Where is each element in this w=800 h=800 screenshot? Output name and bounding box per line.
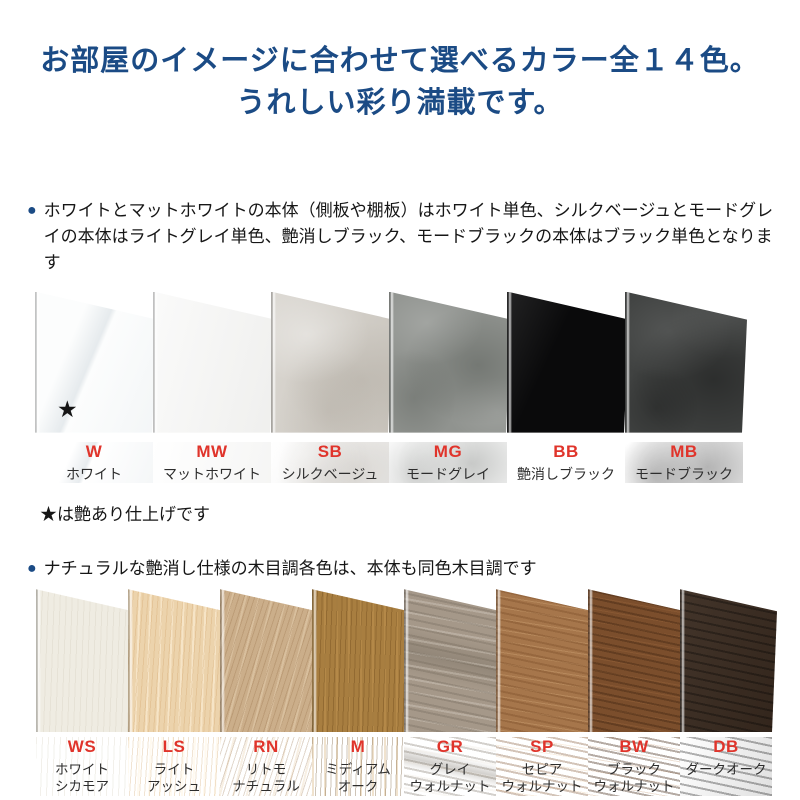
- swatch-name: ブラック ウォルナット: [593, 761, 675, 795]
- page-title-line1: お部屋のイメージに合わせて選べるカラー全１４色。: [40, 45, 760, 77]
- swatch-label-w: W ホワイト: [35, 441, 153, 484]
- swatch-panel-rn: [220, 589, 317, 733]
- swatch-panel-m: [312, 589, 409, 733]
- swatch-panel-bb: [507, 291, 629, 433]
- swatch-label-ls: LS ライト アッシュ: [128, 737, 220, 797]
- swatch-panel-bw: [588, 589, 685, 733]
- bullet-icon: ●: [27, 202, 37, 220]
- swatch-code: RN: [253, 737, 279, 757]
- swatch-row-solid: ★: [35, 291, 800, 433]
- swatch-code: BB: [553, 441, 579, 461]
- swatch-panel-ls: [128, 589, 225, 733]
- gloss-finish-note: ★は艶あり仕上げです: [40, 505, 210, 525]
- swatch-label-rn: RN リトモ ナチュラル: [220, 737, 312, 797]
- swatch-name: 艶消しブラック: [517, 465, 615, 482]
- note-solid-colors-text: ホワイトとマットホワイトの本体（側板や棚板）はホワイト単色、シルクベージュとモー…: [43, 201, 774, 272]
- swatch-name: ミディアム オーク: [325, 761, 391, 795]
- swatch-name: リトモ ナチュラル: [232, 761, 300, 795]
- swatch-label-mb: MB モードブラック: [625, 441, 743, 484]
- swatch-labels-wood: WS ホワイト シカモア LS ライト アッシュ RN リトモ ナチュラル M ミディ…: [36, 737, 800, 797]
- swatch-code: MB: [670, 441, 698, 461]
- swatch-label-mw: MW マットホワイト: [153, 441, 271, 484]
- swatch-panel-gr: [404, 589, 501, 733]
- swatch-panel-db: [680, 589, 777, 733]
- swatch-code: BW: [619, 737, 649, 757]
- swatch-panel-sb: [271, 291, 393, 433]
- note-wood-colors-text: ナチュラルな艶消し仕様の木目調各色は、本体も同色木目調です: [43, 559, 537, 579]
- swatch-panel-w: ★: [35, 291, 157, 433]
- swatch-name: シルクベージュ: [281, 465, 379, 482]
- swatch-name: マットホワイト: [163, 465, 261, 482]
- swatch-name: ホワイト: [66, 465, 122, 482]
- note-wood-colors: ● ナチュラルな艶消し仕様の木目調各色は、本体も同色木目調です: [27, 556, 782, 582]
- swatch-code: DB: [713, 737, 739, 757]
- swatch-code: M: [350, 737, 366, 757]
- swatch-name: モードブラック: [635, 465, 733, 482]
- swatch-code: SB: [317, 441, 343, 461]
- swatch-label-sp: SP セピア ウォルナット: [496, 737, 588, 797]
- swatch-code: GR: [436, 737, 464, 757]
- swatch-panel-mw: [153, 291, 275, 433]
- bullet-icon: ●: [27, 560, 37, 578]
- swatch-row-wood: [36, 589, 800, 733]
- swatch-panel-sp: [496, 589, 593, 733]
- swatch-label-sb: SB シルクベージュ: [271, 441, 389, 484]
- swatch-label-db: DB ダークオーク: [680, 737, 772, 797]
- swatch-name: グレイ ウォルナット: [409, 761, 491, 795]
- swatch-panel-mg: [389, 291, 511, 433]
- swatch-label-ws: WS ホワイト シカモア: [36, 737, 128, 797]
- swatch-label-gr: GR グレイ ウォルナット: [404, 737, 496, 797]
- page-title: お部屋のイメージに合わせて選べるカラー全１４色。 うれしい彩り満載です。: [0, 0, 800, 124]
- swatch-label-m: M ミディアム オーク: [312, 737, 404, 797]
- gloss-star-icon: ★: [57, 395, 78, 422]
- swatch-name: ライト アッシュ: [147, 761, 201, 795]
- swatch-name: セピア ウォルナット: [501, 761, 583, 795]
- swatch-code: SP: [530, 737, 554, 757]
- swatch-label-bw: BW ブラック ウォルナット: [588, 737, 680, 797]
- note-solid-colors: ● ホワイトとマットホワイトの本体（側板や棚板）はホワイト単色、シルクベージュと…: [27, 198, 782, 275]
- swatch-name: モードグレイ: [406, 465, 490, 482]
- swatch-labels-solid: W ホワイト MW マットホワイト SB シルクベージュ MG モードグレイ B…: [35, 441, 800, 484]
- swatch-label-mg: MG モードグレイ: [389, 441, 507, 484]
- swatch-code: W: [85, 441, 103, 461]
- swatch-panel-mb: [625, 291, 747, 433]
- swatch-code: LS: [162, 737, 186, 757]
- swatch-label-bb: BB 艶消しブラック: [507, 441, 625, 484]
- swatch-name: ダークオーク: [685, 761, 767, 777]
- swatch-panel-ws: [36, 589, 133, 733]
- swatch-code: MG: [433, 441, 463, 461]
- swatch-code: WS: [67, 737, 97, 757]
- swatch-name: ホワイト シカモア: [55, 761, 109, 795]
- page-title-line2: うれしい彩り満載です。: [236, 87, 564, 120]
- swatch-code: MW: [196, 441, 228, 461]
